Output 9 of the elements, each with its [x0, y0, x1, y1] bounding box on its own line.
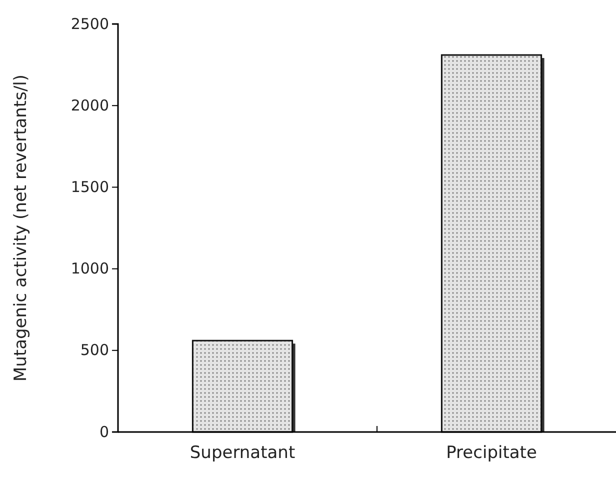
y-tick-label: 500	[80, 341, 109, 360]
y-axis-title: Mutagenic activity (net revertants/l)	[11, 74, 31, 382]
x-tick-label: Supernatant	[190, 443, 296, 464]
y-tick-label: 0	[99, 422, 109, 441]
y-tick-label: 1500	[70, 178, 109, 196]
x-tick-label: Precipitate	[446, 443, 537, 464]
y-tick-label: 1000	[70, 260, 109, 278]
y-tick-label: 2500	[70, 14, 109, 33]
y-tick-label: 2000	[70, 96, 109, 114]
